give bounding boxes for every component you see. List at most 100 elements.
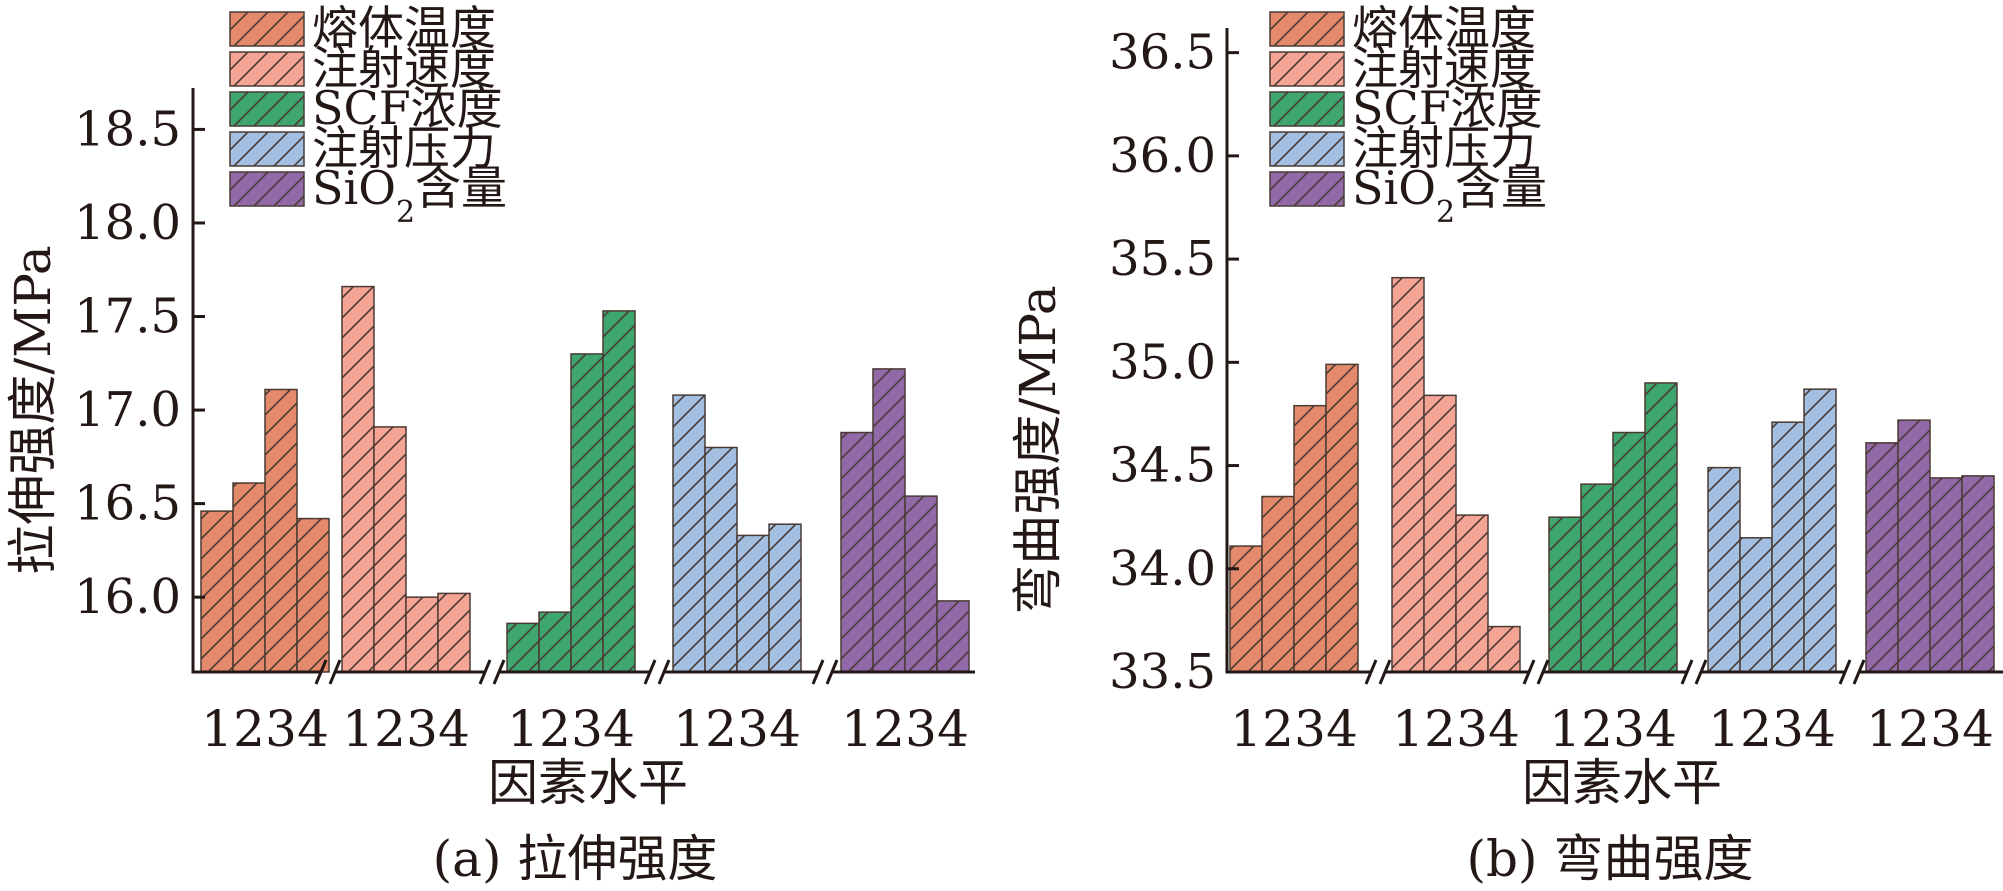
bar [602,310,636,673]
axis-break-mark [314,659,328,685]
bar [672,394,706,673]
bar [1961,475,1995,673]
legend-label: 注射压力 [1352,121,1536,175]
level-label: 1 [841,700,873,758]
bar [1261,495,1295,673]
level-label: 1 [201,700,233,758]
level-label: 3 [265,700,297,758]
y-axis-title-a: 拉伸强度/MPa [4,245,62,574]
caption-a: (a) 拉伸强度 [433,830,718,888]
bar [405,596,439,673]
level-label: 1 [507,700,539,758]
bar [373,426,407,673]
axes-b [1225,28,2003,685]
level-label: 2 [1424,700,1456,758]
level-label: 2 [1581,700,1613,758]
bars-b [1229,276,1995,673]
bar [1293,404,1327,673]
bar [1487,625,1521,673]
legend-swatch [1269,11,1345,47]
legend-label: 注射速度 [312,41,496,95]
y-tick-label: 17.5 [74,289,181,345]
bar [768,523,802,673]
bar [296,517,330,673]
bar [437,592,471,673]
level-label: 4 [1804,700,1836,758]
bar [1229,545,1263,673]
y-tick-label: 18.0 [74,195,181,251]
legend-label: 熔体温度 [312,1,496,55]
bar [1929,477,1963,673]
bar [1739,537,1773,673]
level-label: 4 [937,700,969,758]
bars-a [200,285,970,673]
axis-break-mark [478,659,492,685]
level-label: 4 [769,700,801,758]
caption-b: (b) 弯曲强度 [1467,830,1754,888]
bar [936,600,970,673]
bar [1325,363,1359,673]
level-label: 4 [1326,700,1358,758]
y-tick-label: 36.5 [1109,25,1216,81]
y-tick-labels-a: 16.0 16.5 17.0 17.5 18.0 18.5 [74,101,181,625]
level-label: 3 [1294,700,1326,758]
y-tick-labels-b: 33.5 34.0 34.5 35.0 35.5 36.0 36.5 [1109,25,1216,700]
bar [1803,388,1837,673]
axes-a [191,88,975,685]
level-label: 4 [1645,700,1677,758]
y-tick-label: 36.0 [1109,128,1216,184]
legend-label: SCF浓度 [1352,81,1543,135]
level-label: 4 [603,700,635,758]
level-label: 2 [705,700,737,758]
bar [200,510,234,673]
legend-label: 熔体温度 [1352,1,1536,55]
y-tick-label: 35.0 [1109,334,1216,390]
y-tick-label: 16.0 [74,569,181,625]
level-label: 1 [1708,700,1740,758]
bar [1423,394,1457,673]
bar [1548,516,1582,673]
level-label: 4 [1488,700,1520,758]
legend-swatch [229,171,305,207]
legend-swatch [1269,91,1345,127]
y-tick-label: 33.5 [1109,644,1216,700]
bar [1865,442,1899,673]
level-label: 3 [1613,700,1645,758]
level-label: 2 [1740,700,1772,758]
level-label: 1 [1392,700,1424,758]
bar [736,534,770,673]
level-label: 1 [673,700,705,758]
legend-swatch [1269,51,1345,87]
bar [1771,421,1805,673]
x-axis-title-b: 因素水平 [1522,754,1722,812]
bar [1612,431,1646,673]
bar [1455,514,1489,673]
bar [506,622,540,673]
y-tick-label: 35.5 [1109,231,1216,287]
bar [904,495,938,673]
level-label: 4 [1962,700,1994,758]
legend-swatch [229,11,305,47]
bar [1644,382,1678,673]
axis-break-mark [1364,659,1378,685]
bar [1707,466,1741,673]
level-label: 2 [233,700,265,758]
legend-label: 注射压力 [312,121,496,175]
y-tick-label: 34.0 [1109,541,1216,597]
axis-break-mark [811,659,825,685]
bar [570,353,604,673]
x-axis-title-a: 因素水平 [488,754,688,812]
level-label: 3 [571,700,603,758]
legend-label: 注射速度 [1352,41,1536,95]
bar [704,446,738,673]
level-label: 2 [1262,700,1294,758]
level-label: 1 [1549,700,1581,758]
legend-label: SCF浓度 [312,81,503,135]
level-label: 3 [1930,700,1962,758]
